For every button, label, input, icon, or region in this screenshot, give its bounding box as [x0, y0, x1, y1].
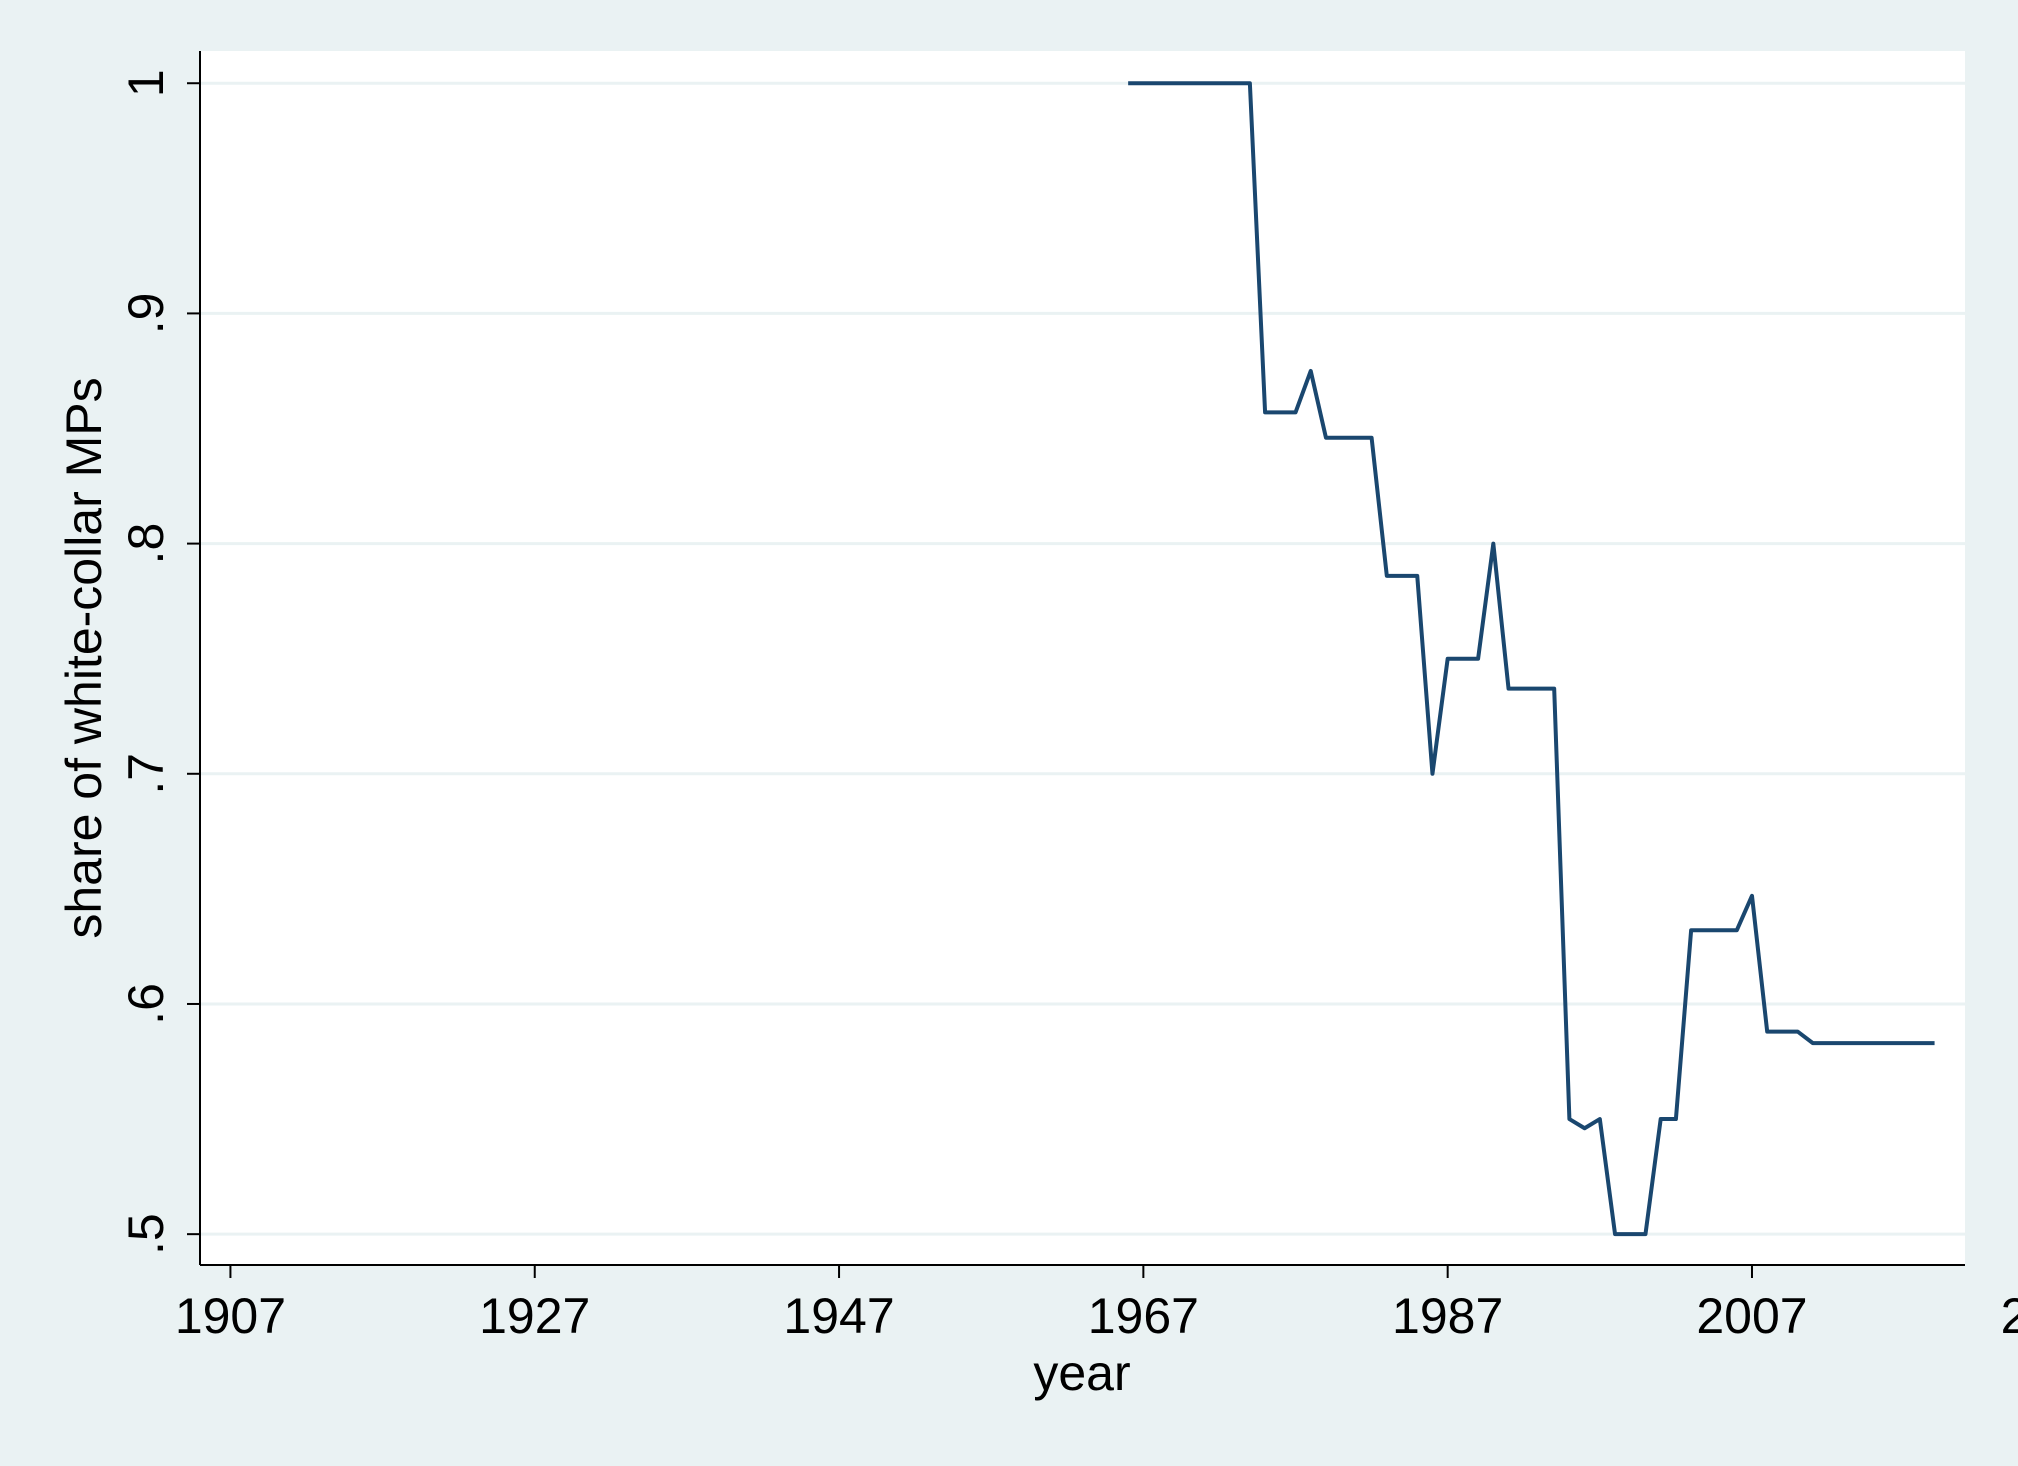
- y-tick-label: .6: [118, 983, 174, 1025]
- x-tick-label: 1987: [1392, 1288, 1503, 1344]
- y-tick-label: .5: [118, 1213, 174, 1255]
- x-tick-label: 1947: [783, 1288, 894, 1344]
- y-tick-label: .7: [118, 753, 174, 795]
- data-line: [1128, 81, 1935, 1237]
- x-tick-label: 1907: [175, 1288, 286, 1344]
- y-tick-label: 1: [118, 69, 174, 97]
- y-tick-label: .9: [118, 293, 174, 335]
- y-axis-label: share of white-collar MPs: [56, 377, 112, 938]
- y-tick-label: .8: [118, 523, 174, 565]
- x-tick-label: 1967: [1088, 1288, 1199, 1344]
- x-axis-label: year: [1033, 1345, 1130, 1401]
- x-tick-label: 2007: [1696, 1288, 1807, 1344]
- x-tick-label: 2027: [2001, 1288, 2018, 1344]
- x-tick-label: 1927: [479, 1288, 590, 1344]
- plot-area: [200, 51, 1965, 1265]
